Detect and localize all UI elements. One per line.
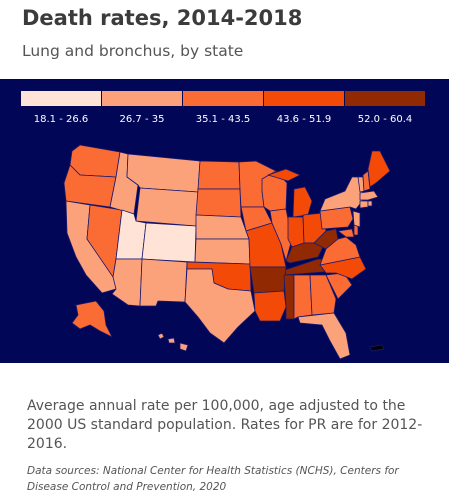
state-az: [111, 258, 143, 307]
state-pr: [369, 344, 385, 352]
state-nj: [352, 210, 361, 228]
state-nh: [362, 170, 371, 192]
state-la: [253, 290, 287, 322]
state-hi: [157, 332, 189, 352]
state-wy: [135, 187, 199, 227]
legend-swatch-1: [21, 91, 101, 106]
map-panel: 18.1 - 26.6 26.7 - 35 35.1 - 43.5 43.6 -…: [0, 79, 449, 363]
legend-label-2: 26.7 - 35: [119, 114, 165, 125]
legend-label-4: 43.6 - 51.9: [276, 114, 332, 125]
legend-swatch-2: [102, 91, 182, 106]
state-al: [293, 274, 313, 320]
legend-swatch-4: [264, 91, 344, 106]
legend: 18.1 - 26.6 26.7 - 35 35.1 - 43.5 43.6 -…: [21, 91, 425, 129]
state-nd: [197, 160, 241, 190]
state-nm: [139, 258, 188, 307]
state-fl: [297, 312, 351, 360]
state-me: [367, 150, 391, 188]
state-sd: [195, 188, 242, 218]
us-choropleth-map: [63, 144, 391, 360]
legend-swatch-5: [345, 91, 425, 106]
state-ne: [195, 214, 250, 240]
state-ar: [249, 266, 287, 294]
state-ks: [194, 238, 251, 265]
page-subtitle: Lung and bronchus, by state: [22, 42, 244, 60]
legend-label-3: 35.1 - 43.5: [195, 114, 251, 125]
state-md: [337, 228, 355, 238]
state-mi: [292, 186, 313, 218]
state-ga: [309, 274, 337, 316]
state-ma: [359, 190, 379, 201]
state-ct: [359, 200, 369, 209]
state-co: [141, 222, 197, 263]
state-va: [319, 236, 361, 266]
state-ri: [367, 200, 373, 207]
state-in: [287, 216, 305, 248]
state-mi-up: [267, 168, 301, 182]
state-ak: [71, 300, 113, 338]
legend-label-5: 52.0 - 60.4: [357, 114, 413, 125]
legend-label-1: 18.1 - 26.6: [33, 114, 89, 125]
legend-swatch-3: [183, 91, 263, 106]
footnote: Average annual rate per 100,000, age adj…: [27, 398, 423, 452]
state-ny: [319, 176, 365, 212]
data-sources: Data sources: National Center for Health…: [27, 465, 399, 493]
state-ms: [283, 274, 295, 320]
state-tx: [184, 268, 256, 344]
page-title: Death rates, 2014-2018: [22, 6, 303, 30]
